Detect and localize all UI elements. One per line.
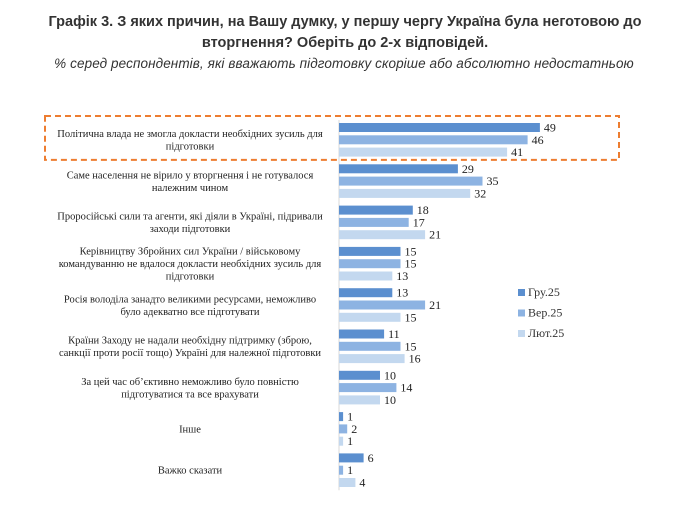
- bar: [339, 370, 380, 380]
- bar: [339, 246, 401, 256]
- category-label-line: підготуватися та все врахувати: [121, 389, 259, 400]
- bar: [339, 300, 426, 310]
- category-label-line: підготовки: [166, 142, 215, 153]
- bar: [339, 147, 508, 157]
- category-label-line: командуванню не вдалося докласти необхід…: [59, 259, 322, 270]
- data-label: 15: [405, 257, 417, 271]
- data-label: 15: [405, 244, 417, 258]
- category-label: Інше: [179, 424, 201, 435]
- category-label-line: Керівництву Збройних сил України / війсь…: [80, 247, 301, 258]
- category-label-line: Росія володіла занадто великими ресурсам…: [64, 294, 316, 305]
- data-label: 15: [405, 310, 417, 324]
- data-label: 1: [347, 434, 353, 448]
- category-label: Важко сказати: [158, 466, 223, 477]
- bar: [339, 271, 393, 281]
- category-label: За цей час об’єктивно неможливо було пов…: [81, 377, 299, 401]
- data-label: 21: [429, 298, 441, 312]
- data-label: 1: [347, 410, 353, 424]
- bar: [339, 312, 401, 322]
- bar: [339, 259, 401, 269]
- legend-swatch: [518, 330, 525, 337]
- data-label: 11: [388, 327, 400, 341]
- bar: [339, 164, 458, 174]
- bar: [339, 205, 413, 215]
- bar: [339, 478, 356, 487]
- category-label-line: Проросійські сили та агенти, які діяли в…: [57, 212, 323, 223]
- data-label: 41: [511, 145, 523, 159]
- bar: [339, 135, 528, 145]
- data-label: 17: [413, 215, 425, 229]
- bar: [339, 230, 426, 240]
- category-label-line: Інше: [179, 424, 201, 435]
- data-label: 4: [359, 476, 365, 490]
- bar: [339, 436, 344, 446]
- bar: [339, 412, 344, 422]
- category-label-line: Важко сказати: [158, 466, 223, 477]
- data-label: 10: [384, 368, 396, 382]
- category-label-line: За цей час об’єктивно неможливо було пов…: [81, 377, 299, 388]
- category-label-line: було адекватно все підготувати: [120, 307, 259, 318]
- data-label: 46: [532, 133, 544, 147]
- data-label: 1: [347, 463, 353, 477]
- data-label: 2: [351, 422, 357, 436]
- bar: [339, 341, 401, 351]
- data-label: 14: [400, 381, 412, 395]
- data-label: 35: [487, 174, 499, 188]
- chart-title: Графік 3. З яких причин, на Вашу думку, …: [48, 14, 642, 51]
- category-label-line: заходи підготовки: [150, 224, 231, 235]
- category-label: Проросійські сили та агенти, які діяли в…: [57, 212, 323, 236]
- legend-label: Лют.25: [528, 326, 564, 340]
- bar: [339, 123, 540, 132]
- category-label: Саме населення не вірило у вторгнення і …: [67, 170, 314, 194]
- data-label: 21: [429, 228, 441, 242]
- bar: [339, 217, 409, 227]
- bar: [339, 354, 405, 364]
- data-label: 32: [474, 186, 486, 200]
- category-label-line: санкції проти росії тощо) Україні для на…: [59, 348, 321, 359]
- data-label: 49: [544, 121, 556, 135]
- legend-swatch: [518, 309, 525, 317]
- chart-subtitle: % серед респондентів, які вважають підго…: [54, 56, 634, 71]
- data-label: 13: [396, 269, 408, 283]
- legend-label: Вер.25: [528, 306, 562, 320]
- category-label: Керівництву Збройних сил України / війсь…: [59, 247, 322, 283]
- category-label-line: Країни Заходу не надали необхідну підтри…: [68, 336, 312, 347]
- category-label: Країни Заходу не надали необхідну підтри…: [59, 336, 321, 360]
- legend-label: Гру.25: [528, 285, 560, 299]
- bar: [339, 383, 397, 393]
- data-label: 13: [396, 286, 408, 300]
- data-label: 16: [409, 352, 421, 366]
- data-label: 18: [417, 203, 429, 217]
- bar: [339, 395, 380, 405]
- bar: [339, 329, 385, 339]
- bar: [339, 288, 393, 298]
- category-label-line: Саме населення не вірило у вторгнення і …: [67, 170, 314, 181]
- legend-swatch: [518, 289, 525, 296]
- bar: [339, 465, 344, 475]
- category-label-line: належним чином: [152, 183, 229, 194]
- data-label: 6: [368, 451, 374, 465]
- category-label-line: Політична влада не змогла докласти необх…: [57, 129, 323, 140]
- category-label: Росія володіла занадто великими ресурсам…: [64, 294, 316, 318]
- highlight-box: [44, 115, 620, 161]
- data-label: 15: [405, 339, 417, 353]
- bar: [339, 188, 471, 198]
- bar: [339, 176, 483, 186]
- data-label: 10: [384, 393, 396, 407]
- data-label: 29: [462, 162, 474, 176]
- category-label-line: підготовки: [166, 272, 215, 283]
- bar: [339, 424, 348, 434]
- bar: [339, 453, 364, 463]
- category-label: Політична влада не змогла докласти необх…: [57, 129, 323, 153]
